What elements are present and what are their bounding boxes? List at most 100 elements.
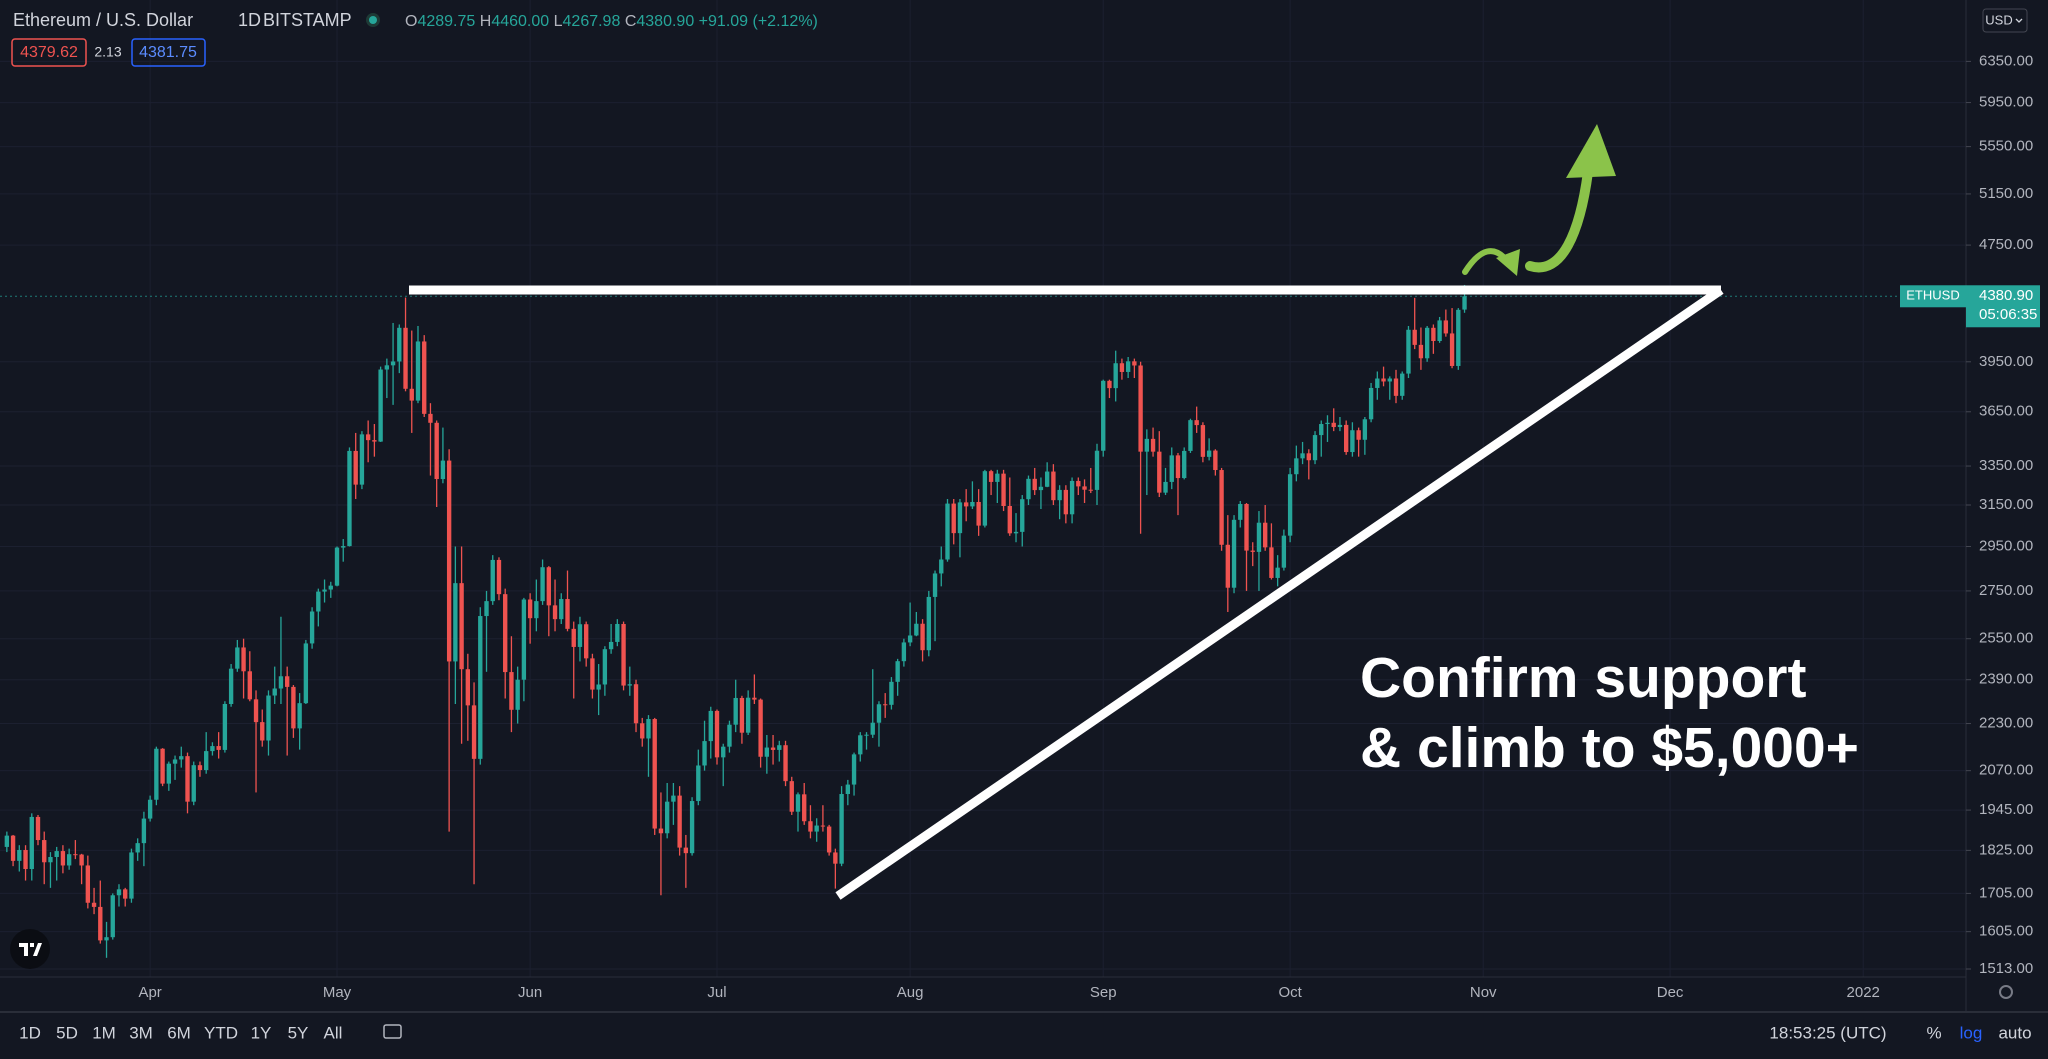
- candle-body: [1362, 419, 1368, 440]
- candle-body: [876, 704, 882, 723]
- candle-body: [266, 695, 271, 741]
- candle-body: [714, 710, 720, 758]
- candle-body: [982, 471, 988, 526]
- x-tick-label: Sep: [1090, 984, 1117, 1001]
- candle-body: [197, 765, 203, 771]
- candle-body: [272, 688, 277, 696]
- y-tick-label: 2750.00: [1979, 582, 2033, 599]
- candle-body: [677, 795, 682, 848]
- y-tick-label: 5150.00: [1979, 185, 2033, 202]
- candle-body: [110, 895, 115, 938]
- candle-body: [883, 704, 888, 706]
- candle-body: [1387, 378, 1392, 382]
- y-tick-label: 3650.00: [1979, 403, 2033, 420]
- candle-body: [459, 583, 464, 670]
- candle-body: [409, 388, 414, 401]
- candle-body: [334, 547, 340, 586]
- candle-body: [141, 818, 147, 844]
- range-button[interactable]: 1Y: [251, 1023, 272, 1042]
- candle-body: [160, 748, 165, 784]
- candle-body: [1051, 471, 1056, 501]
- candle-body: [546, 567, 551, 606]
- candle-body: [926, 596, 931, 651]
- candle-body: [1443, 320, 1449, 334]
- symbol-tag-box: [1900, 285, 1966, 308]
- interval: 1D: [238, 10, 261, 30]
- candle-body: [1238, 503, 1243, 520]
- candle-body: [1312, 435, 1318, 461]
- candle-body: [235, 647, 240, 669]
- candle-body: [964, 502, 969, 507]
- candle-body: [895, 661, 900, 682]
- range-button[interactable]: 1D: [19, 1023, 41, 1042]
- candle-body: [1088, 489, 1093, 491]
- y-tick-label: 5950.00: [1979, 94, 2033, 111]
- bid-box: [11, 38, 87, 67]
- candle-body: [91, 902, 97, 907]
- log-toggle[interactable]: log: [1960, 1023, 1983, 1042]
- arrowhead-small: [1496, 249, 1520, 276]
- candle-body: [1294, 458, 1299, 475]
- candle-body: [1424, 327, 1430, 359]
- y-tick-label: 3950.00: [1979, 353, 2033, 370]
- candle-body: [683, 847, 689, 854]
- candle-body: [1319, 424, 1324, 436]
- auto-toggle[interactable]: auto: [1998, 1023, 2031, 1042]
- candle-body: [1200, 425, 1206, 457]
- candle-body: [1094, 450, 1100, 490]
- range-button[interactable]: 1M: [92, 1023, 116, 1042]
- range-button[interactable]: 5Y: [288, 1023, 309, 1042]
- arrowhead-large: [1566, 124, 1616, 178]
- candle-body: [1456, 309, 1461, 366]
- candle-body: [515, 679, 520, 710]
- candle-body: [795, 794, 801, 812]
- candle-body: [1287, 474, 1293, 536]
- dropdown-caret: [2015, 18, 2023, 23]
- support-line: [835, 286, 1724, 900]
- candle-body: [353, 450, 358, 485]
- candle-body: [422, 341, 427, 414]
- toolbar: 1D 5D 1M 3M 6M YTD 1Y 5Y All: [19, 1023, 342, 1042]
- candle-body: [1076, 480, 1081, 487]
- candle-body: [783, 745, 788, 782]
- candle-body: [222, 703, 228, 750]
- ohlc-legend: O4289.75 H4460.00 L4267.98 C4380.90 +91.…: [405, 13, 818, 30]
- legend-value: 4460.00: [491, 13, 549, 30]
- legend-value: 4380.90: [636, 13, 694, 30]
- candle-body: [359, 434, 365, 485]
- candle-body: [79, 854, 84, 866]
- candle-body: [1393, 378, 1399, 396]
- candle-body: [571, 628, 576, 647]
- range-button[interactable]: All: [324, 1023, 343, 1042]
- candle-body: [633, 684, 639, 724]
- candle-body: [1275, 567, 1280, 578]
- candle-body: [1206, 450, 1212, 457]
- candle-body: [777, 745, 782, 750]
- compare-icon[interactable]: [383, 1024, 402, 1039]
- candle-body: [745, 697, 751, 733]
- currency[interactable]: USD: [1985, 12, 2012, 27]
- range-button[interactable]: 3M: [129, 1023, 153, 1042]
- candle-body: [1169, 455, 1174, 482]
- candle-body: [1150, 438, 1156, 452]
- range-button[interactable]: 6M: [167, 1023, 191, 1042]
- candle-body: [920, 623, 925, 651]
- candle-body: [845, 784, 851, 795]
- candle-body: [1082, 486, 1087, 490]
- candle-body: [1107, 380, 1112, 389]
- x-tick-label: Jul: [707, 984, 726, 1001]
- percent-toggle[interactable]: %: [1926, 1023, 1941, 1042]
- candle-body: [826, 826, 832, 853]
- candle-body: [1132, 361, 1137, 366]
- logo[interactable]: [10, 929, 50, 969]
- settings-icon[interactable]: [1999, 985, 2013, 999]
- y-tick-label: 3350.00: [1979, 457, 2033, 474]
- range-button[interactable]: YTD: [204, 1023, 238, 1042]
- y-tick-label: 6350.00: [1979, 52, 2033, 69]
- range-button[interactable]: 5D: [56, 1023, 78, 1042]
- candle-body: [1375, 378, 1380, 388]
- candle-body: [914, 623, 919, 636]
- currency-button[interactable]: [1982, 8, 2028, 33]
- y-tick-label: 3150.00: [1979, 496, 2033, 513]
- candle-body: [453, 583, 458, 662]
